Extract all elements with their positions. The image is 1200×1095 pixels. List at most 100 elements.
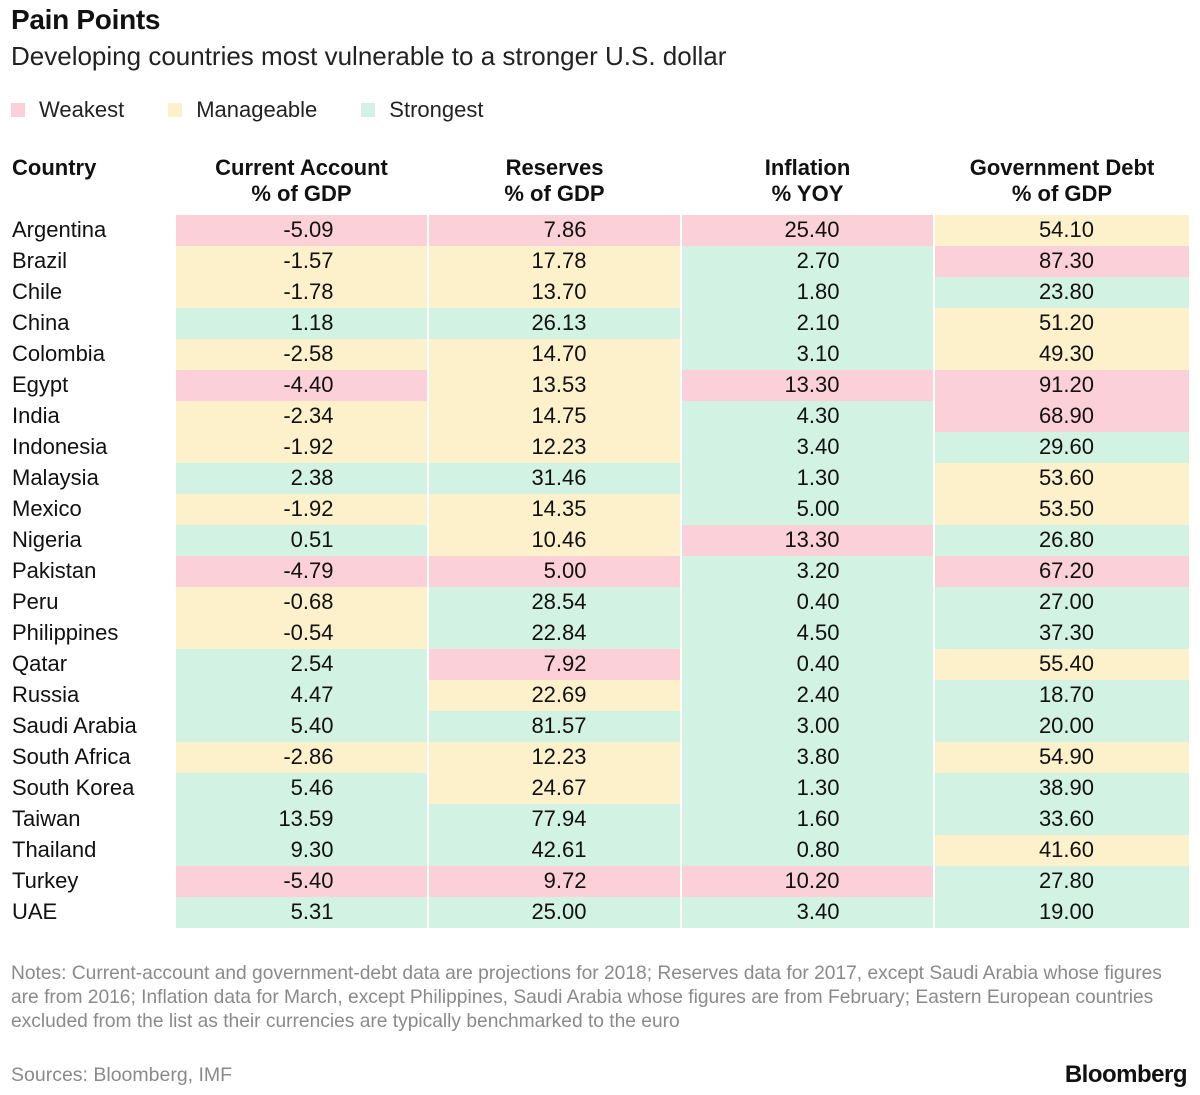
column-header-government-debt: Government Debt % of GDP bbox=[935, 155, 1189, 215]
cell-value: 87.30 bbox=[1038, 248, 1094, 273]
cell-value: 23.80 bbox=[1038, 279, 1094, 304]
cell-value: 12.23 bbox=[531, 744, 587, 769]
country-cell: Taiwan bbox=[12, 806, 81, 831]
cell-government-debt: 20.00 bbox=[935, 711, 1189, 742]
cell-reserves: 7.86 bbox=[429, 215, 680, 246]
cell-value: 9.72 bbox=[543, 868, 587, 893]
column-header-country: Country bbox=[9, 155, 174, 215]
cell-current-account: -1.57 bbox=[176, 246, 427, 277]
table-row: Peru -0.68 28.54 0.40 27.00 bbox=[9, 587, 1189, 618]
country-cell: Nigeria bbox=[12, 527, 82, 552]
cell-government-debt: 53.60 bbox=[935, 463, 1189, 494]
cell-current-account: -1.92 bbox=[176, 494, 427, 525]
cell-inflation: 1.30 bbox=[682, 463, 933, 494]
country-cell: Turkey bbox=[12, 868, 79, 893]
cell-value: 38.90 bbox=[1038, 775, 1094, 800]
cell-current-account: -4.40 bbox=[176, 370, 427, 401]
column-header-inflation: Inflation % YOY bbox=[682, 155, 933, 215]
cell-inflation: 0.40 bbox=[682, 649, 933, 680]
cell-value: -4.79 bbox=[283, 558, 334, 583]
country-cell: Brazil bbox=[12, 248, 68, 273]
table-row: Philippines -0.54 22.84 4.50 37.30 bbox=[9, 618, 1189, 649]
cell-current-account: -0.54 bbox=[176, 618, 427, 649]
cell-current-account: 5.31 bbox=[176, 897, 427, 928]
cell-value: 41.60 bbox=[1038, 837, 1094, 862]
cell-government-debt: 41.60 bbox=[935, 835, 1189, 866]
cell-government-debt: 38.90 bbox=[935, 773, 1189, 804]
cell-value: 27.00 bbox=[1038, 589, 1094, 614]
cell-value: 68.90 bbox=[1038, 403, 1094, 428]
cell-government-debt: 33.60 bbox=[935, 804, 1189, 835]
cell-value: 3.40 bbox=[796, 434, 840, 459]
cell-value: 5.46 bbox=[290, 775, 334, 800]
cell-value: 13.70 bbox=[531, 279, 587, 304]
table-row: Chile -1.78 13.70 1.80 23.80 bbox=[9, 277, 1189, 308]
country-cell: South Korea bbox=[12, 775, 135, 800]
country-cell: India bbox=[12, 403, 60, 428]
cell-inflation: 3.40 bbox=[682, 432, 933, 463]
cell-value: 7.92 bbox=[543, 651, 587, 676]
cell-value: -1.92 bbox=[283, 434, 334, 459]
cell-current-account: -2.86 bbox=[176, 742, 427, 773]
country-cell: Malaysia bbox=[12, 465, 99, 490]
legend-item-manageable: Manageable bbox=[168, 97, 317, 123]
cell-current-account: 2.38 bbox=[176, 463, 427, 494]
legend-item-strongest: Strongest bbox=[361, 97, 483, 123]
cell-value: 25.00 bbox=[531, 899, 587, 924]
cell-value: 0.40 bbox=[796, 589, 840, 614]
column-header-reserves-line2: % of GDP bbox=[504, 181, 605, 206]
cell-current-account: -2.34 bbox=[176, 401, 427, 432]
cell-value: 14.75 bbox=[531, 403, 587, 428]
cell-reserves: 13.70 bbox=[429, 277, 680, 308]
chart-subtitle: Developing countries most vulnerable to … bbox=[11, 41, 727, 71]
cell-value: 5.40 bbox=[290, 713, 334, 738]
cell-value: 17.78 bbox=[531, 248, 587, 273]
cell-value: 91.20 bbox=[1038, 372, 1094, 397]
cell-value: -1.57 bbox=[283, 248, 334, 273]
cell-value: 13.30 bbox=[784, 372, 840, 397]
cell-current-account: -0.68 bbox=[176, 587, 427, 618]
cell-reserves: 31.46 bbox=[429, 463, 680, 494]
table-row: Qatar 2.54 7.92 0.40 55.40 bbox=[9, 649, 1189, 680]
cell-government-debt: 23.80 bbox=[935, 277, 1189, 308]
cell-current-account: 9.30 bbox=[176, 835, 427, 866]
cell-inflation: 13.30 bbox=[682, 370, 933, 401]
cell-value: 4.50 bbox=[796, 620, 840, 645]
cell-government-debt: 49.30 bbox=[935, 339, 1189, 370]
table-row: Brazil -1.57 17.78 2.70 87.30 bbox=[9, 246, 1189, 277]
cell-value: -0.54 bbox=[283, 620, 334, 645]
cell-value: -4.40 bbox=[283, 372, 334, 397]
cell-value: 2.10 bbox=[796, 310, 840, 335]
cell-value: 24.67 bbox=[531, 775, 587, 800]
column-header-current-account-line1: Current Account bbox=[215, 155, 388, 180]
cell-value: 31.46 bbox=[531, 465, 587, 490]
column-header-reserves-line1: Reserves bbox=[505, 155, 604, 180]
cell-reserves: 81.57 bbox=[429, 711, 680, 742]
cell-inflation: 25.40 bbox=[682, 215, 933, 246]
cell-value: 25.40 bbox=[784, 217, 840, 242]
country-cell: China bbox=[12, 310, 70, 335]
country-cell: Russia bbox=[12, 682, 80, 707]
cell-current-account: 1.18 bbox=[176, 308, 427, 339]
table-row: South Africa -2.86 12.23 3.80 54.90 bbox=[9, 742, 1189, 773]
table-row: Colombia -2.58 14.70 3.10 49.30 bbox=[9, 339, 1189, 370]
country-cell: Pakistan bbox=[12, 558, 97, 583]
cell-government-debt: 54.10 bbox=[935, 215, 1189, 246]
cell-government-debt: 29.60 bbox=[935, 432, 1189, 463]
cell-value: 18.70 bbox=[1038, 682, 1094, 707]
cell-inflation: 10.20 bbox=[682, 866, 933, 897]
cell-current-account: -5.40 bbox=[176, 866, 427, 897]
cell-government-debt: 19.00 bbox=[935, 897, 1189, 928]
cell-value: 13.53 bbox=[531, 372, 587, 397]
cell-value: 14.35 bbox=[531, 496, 587, 521]
cell-reserves: 14.35 bbox=[429, 494, 680, 525]
cell-value: 3.20 bbox=[796, 558, 840, 583]
cell-reserves: 42.61 bbox=[429, 835, 680, 866]
country-cell: Qatar bbox=[12, 651, 68, 676]
legend: Weakest Manageable Strongest bbox=[11, 97, 527, 123]
cell-current-account: -4.79 bbox=[176, 556, 427, 587]
table-row: Turkey -5.40 9.72 10.20 27.80 bbox=[9, 866, 1189, 897]
cell-value: 3.10 bbox=[796, 341, 840, 366]
cell-value: 1.30 bbox=[796, 775, 840, 800]
column-header-current-account-line2: % of GDP bbox=[251, 181, 352, 206]
